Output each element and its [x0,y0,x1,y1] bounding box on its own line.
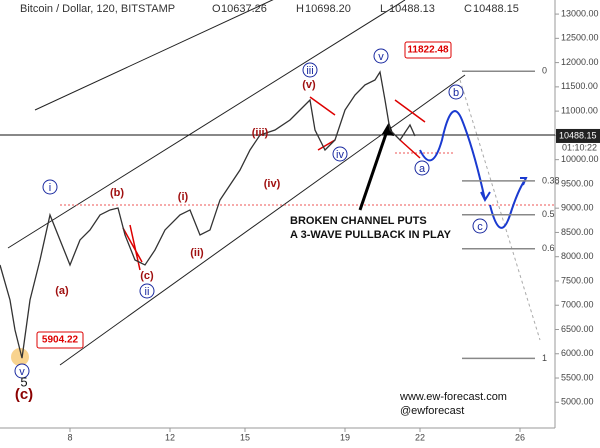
y-tick-label: 6000.00 [561,348,594,358]
x-tick-label: 12 [165,432,175,442]
x-tick-label: 26 [515,432,525,442]
wave-label: (b) [110,187,124,199]
price-callout: 5904.22 [42,335,79,346]
y-tick-label: 10000.00 [561,154,599,164]
y-tick-label: 7500.00 [561,275,594,285]
y-tick-label: 9500.00 [561,178,594,188]
wave-label: iii [306,65,313,77]
note-line: A 3-WAVE PULLBACK IN PLAY [290,229,452,241]
wave-label: (c) [140,270,154,282]
wave-circle [448,84,464,100]
wave-label: (iv) [264,178,281,190]
x-tick-label: 22 [415,432,425,442]
ohlc-name: L [380,3,386,15]
fib-label: 1 [542,353,547,363]
wave-label: v [19,366,25,378]
fib-label: 0.6 [542,243,555,253]
wave-circle [302,62,318,78]
wave-label: (v) [302,79,316,91]
y-tick-label: 11500.00 [561,81,598,91]
channel-lower [59,74,466,366]
note-arrow [358,127,390,211]
wave-circle [472,218,488,234]
wave-circle [139,283,155,299]
wave-label: a [419,163,426,175]
countdown: 01:10:22 [562,142,597,152]
wave-label: 5 [20,374,27,389]
wave-label: iv [336,149,344,161]
wave-label: (a) [55,285,69,297]
price-callout: 11822.48 [407,45,449,56]
low-marker [11,348,29,366]
wave-circle [332,146,348,162]
y-tick-label: 5500.00 [561,372,594,382]
y-tick-label: 8500.00 [561,227,594,237]
wave-label: ii [145,286,150,298]
handle: @ewforecast [400,405,464,417]
ohlc-name: H [296,3,304,15]
y-tick-label: 7000.00 [561,300,594,310]
last-price-tag [556,128,600,143]
fib-label: 0.5 [542,209,555,219]
y-tick-label: 13000.00 [561,8,599,18]
price-line [0,70,416,359]
wave-label: (ii) [190,247,204,259]
y-tick-label: 12500.00 [561,33,599,43]
ohlc-name: O [212,3,221,15]
y-tick-label: 12000.00 [561,57,599,67]
y-tick-label: 6500.00 [561,324,594,334]
note-arrow-head [382,122,394,136]
x-tick-label: 19 [340,432,350,442]
wave-label: v [378,51,384,63]
wave-label: (iii) [252,127,269,139]
wave-label: b [453,87,459,99]
fib-label: 0 [542,66,547,76]
wave-label: c [477,221,483,233]
ohlc-value: 10488.13 [389,3,435,15]
last-price-label: 10488.15 [559,130,597,140]
ohlc-value: 10698.20 [305,3,351,15]
wave-label: i [49,182,51,194]
wave-circle [14,363,30,379]
fib-label: 0.38 [542,175,560,185]
channel-mid [34,0,274,111]
channel-upper [7,0,406,249]
wave-circle [414,160,430,176]
title: Bitcoin / Dollar, 120, BITSTAMP [20,3,175,15]
y-tick-label: 8000.00 [561,251,594,261]
website: www.ew-forecast.com [399,391,507,403]
wave-circle [373,48,389,64]
ohlc-value: 10488.15 [473,3,519,15]
projection-arrow [480,177,528,203]
price-callout-box [36,331,84,349]
ohlc-value: 10637.26 [221,3,267,15]
wave-circle [42,179,58,195]
y-tick-label: 9000.00 [561,203,594,213]
red-wedge [122,96,426,271]
note-line: BROKEN CHANNEL PUTS [290,215,427,227]
x-tick-label: 15 [240,432,250,442]
x-tick-label: 8 [67,432,72,442]
y-tick-label: 5000.00 [561,397,594,407]
price-callout-box [404,41,452,59]
wave-label: (i) [178,191,189,203]
wave-label: (c) [15,386,33,403]
y-tick-label: 11000.00 [561,105,598,115]
ohlc-name: C [464,3,472,15]
